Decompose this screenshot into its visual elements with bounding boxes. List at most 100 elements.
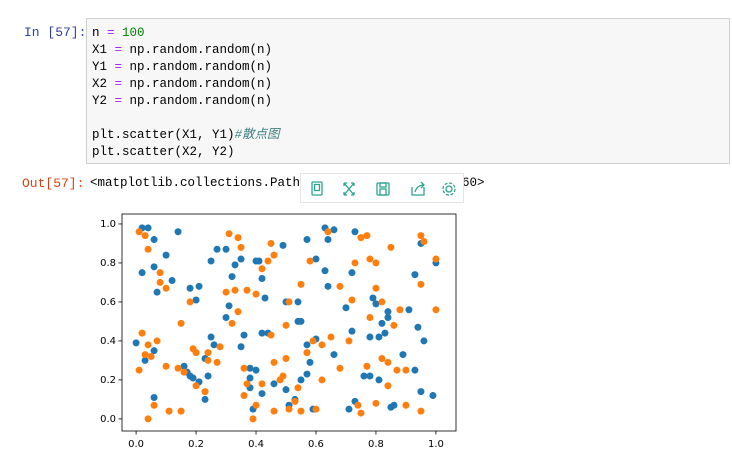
icon-button[interactable] — [343, 182, 355, 196]
scatter-point — [156, 269, 164, 277]
scatter-point — [228, 273, 236, 281]
scatter-point — [312, 255, 320, 263]
scatter-point — [240, 364, 248, 372]
scatter-point — [204, 372, 212, 380]
scatter-point — [318, 376, 326, 384]
x-tick-label: 1.0 — [428, 439, 444, 450]
code-cell[interactable]: n = 100 X1 = np.random.random(n) Y1 = np.r… — [86, 18, 730, 164]
x-tick-label: 0.2 — [188, 439, 204, 450]
scatter-point — [384, 358, 392, 366]
scatter-point — [246, 374, 254, 382]
scatter-point — [234, 308, 242, 316]
x-tick-label: 0.4 — [248, 439, 264, 450]
code-token: plt.scatter(X1, Y1) — [92, 128, 235, 142]
scatter-point — [372, 259, 380, 267]
scatter-point — [282, 354, 290, 362]
scatter-point — [297, 317, 305, 325]
scatter-point — [225, 302, 233, 310]
code-line: plt.scatter(X2, Y2) — [92, 144, 729, 161]
scatter-point — [420, 337, 428, 345]
scatter-point — [387, 403, 395, 411]
scatter-point — [369, 294, 377, 302]
scatter-point — [285, 405, 293, 413]
scatter-point — [258, 380, 266, 388]
output-text: <matplotlib.collections.PathCo — [90, 176, 316, 190]
code-token: np.random.random(n) — [122, 94, 273, 108]
scatter-point — [432, 306, 440, 314]
scatter-point — [249, 405, 257, 413]
scatter-point — [336, 364, 344, 372]
input-prompt: In [57]: — [24, 25, 87, 40]
scatter-point — [195, 378, 203, 386]
scatter-point — [321, 267, 329, 275]
scatter-point — [144, 245, 152, 253]
scatter-point — [204, 356, 212, 364]
icon-button[interactable] — [411, 181, 425, 196]
code-token: = — [114, 77, 123, 91]
scatter-point — [345, 337, 353, 345]
scatter-point — [366, 314, 374, 322]
scatter-point — [153, 337, 161, 345]
output-prompt: Out[57]: — [22, 176, 85, 191]
y-tick-label: 0.2 — [100, 375, 116, 386]
scatter-point — [192, 296, 200, 304]
scatter-point — [270, 251, 278, 259]
scatter-point — [312, 405, 320, 413]
scatter-point — [306, 358, 314, 366]
code-line — [92, 110, 729, 127]
scatter-point — [213, 358, 221, 366]
output-text: 60> — [462, 176, 485, 190]
scatter-point — [366, 372, 374, 380]
scatter-point — [144, 415, 152, 423]
scatter-point — [396, 306, 404, 314]
scatter-point — [417, 232, 425, 240]
y-tick-label: 0.6 — [100, 297, 116, 308]
scatter-point — [246, 384, 254, 392]
scatter-point — [228, 319, 236, 327]
scatter-point — [267, 331, 275, 339]
scatter-point — [207, 257, 215, 265]
scatter-point — [252, 290, 260, 298]
scatter-point — [432, 255, 440, 263]
scatter-point — [378, 319, 386, 327]
scatter-point — [240, 392, 248, 400]
scatter-point — [297, 407, 305, 415]
scatter-point — [138, 224, 146, 232]
icon-button[interactable] — [311, 181, 323, 196]
scatter-point — [291, 395, 299, 403]
scatter-point — [297, 376, 305, 384]
scatter-point — [285, 401, 293, 409]
icon-button[interactable] — [442, 182, 456, 196]
scatter-point — [414, 323, 422, 331]
scatter-point — [324, 228, 332, 236]
scatter-point — [303, 349, 311, 357]
scatter-point — [345, 405, 353, 413]
scatter-point — [342, 304, 350, 312]
code-token: X1 — [92, 43, 115, 57]
x-tick-label: 0.0 — [128, 439, 144, 450]
scatter-point — [222, 288, 230, 296]
code-token: = — [114, 43, 123, 57]
scatter-point — [279, 372, 287, 380]
y-tick-label: 0.4 — [100, 336, 116, 347]
scatter-point — [183, 368, 191, 376]
scatter-point — [270, 358, 278, 366]
scatter-point — [156, 278, 164, 286]
scatter-point — [384, 314, 392, 322]
scatter-point — [162, 284, 170, 292]
icon-button[interactable] — [376, 182, 390, 196]
scatter-point — [174, 364, 182, 372]
scatter-point — [165, 407, 173, 415]
scatter-point — [294, 317, 302, 325]
x-tick-label: 0.8 — [368, 439, 384, 450]
scatter-point — [150, 401, 158, 409]
scatter-point — [390, 401, 398, 409]
scatter-point — [147, 353, 155, 361]
scatter-point — [186, 284, 194, 292]
scatter-point — [399, 351, 407, 359]
output-toolbar — [300, 173, 464, 203]
scatter-point — [144, 224, 152, 232]
scatter-point — [201, 395, 209, 403]
scatter-point — [384, 382, 392, 390]
scatter-point — [324, 236, 332, 244]
